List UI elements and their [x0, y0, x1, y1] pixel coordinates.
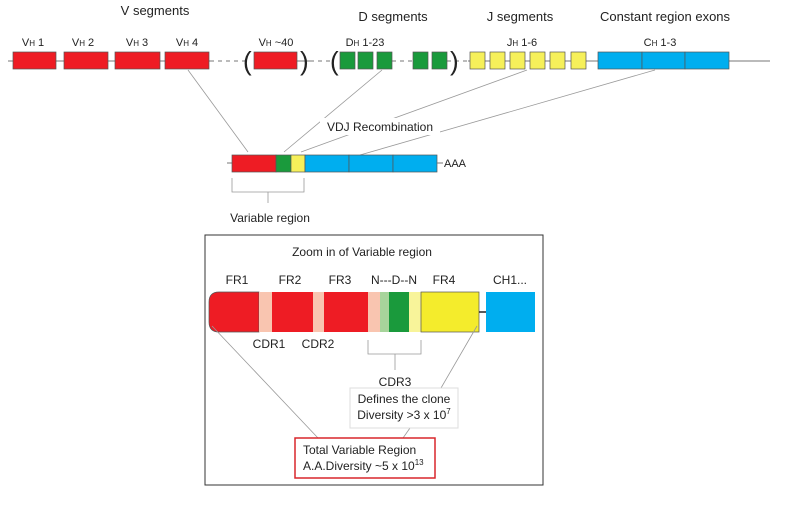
fr1-block	[208, 291, 260, 333]
fr4-block	[420, 291, 480, 333]
ch1-label: CH1...	[493, 273, 527, 287]
c-part	[304, 154, 350, 173]
recombination-label-box	[320, 118, 440, 135]
label-dh: DH 1-23	[346, 37, 385, 49]
zoom-connector-lines	[211, 325, 478, 439]
vh40-segment	[253, 51, 298, 70]
jh-segment	[529, 51, 546, 70]
c-part	[392, 154, 438, 173]
paren-open: (	[330, 46, 339, 76]
dh-segment	[339, 51, 356, 70]
clone-line2: Diversity >3 x 107	[357, 407, 451, 422]
variable-region-bracket	[231, 178, 305, 203]
d-block	[389, 292, 409, 332]
fr2-block	[272, 292, 313, 332]
jh-segment	[549, 51, 566, 70]
j-segments-heading: J segments	[487, 9, 554, 24]
vh1-segment	[12, 51, 57, 70]
vh4-segment	[164, 51, 210, 70]
vh2-segment	[63, 51, 109, 70]
fr3-label: FR3	[329, 273, 352, 287]
dh-segment	[376, 51, 393, 70]
label-ch: CH 1-3	[644, 37, 677, 49]
jh-segment	[570, 51, 587, 70]
fr4-label: FR4	[433, 273, 456, 287]
v-part	[231, 154, 277, 173]
dh-segment	[412, 51, 429, 70]
paren-close: )	[450, 46, 459, 76]
jh-segment	[509, 51, 526, 70]
fr1-label: FR1	[226, 273, 249, 287]
segment-labels: VH 1 VH 2 VH 3 VH 4 VH ~40 DH 1-23 JH 1-…	[22, 37, 677, 49]
region-labels: FR1 FR2 FR3 N---D--N FR4 CH1...	[226, 273, 527, 287]
label-jh: JH 1-6	[507, 37, 537, 49]
recombination-label: VDJ Recombination	[327, 120, 433, 134]
variable-region-bar	[208, 291, 535, 333]
recombined-gene: AAA	[227, 154, 467, 173]
n-yellow-block	[409, 292, 421, 332]
fr2-label: FR2	[279, 273, 302, 287]
total-line1: Total Variable Region	[303, 443, 416, 457]
cdr2-label: CDR2	[302, 337, 335, 351]
paren-close: )	[300, 46, 309, 76]
germline-dna: ( ) ( )	[8, 46, 770, 76]
clone-line1: Defines the clone	[358, 392, 451, 406]
dh-segment	[431, 51, 448, 70]
cdr3-label: CDR3	[379, 375, 412, 389]
label-vh40: VH ~40	[259, 37, 294, 49]
dh-segment	[357, 51, 374, 70]
jh-segment	[489, 51, 506, 70]
total-line2: A.A.Diversity ~5 x 1013	[303, 458, 424, 473]
recombination-lines	[187, 69, 656, 156]
ch-exon	[597, 51, 643, 70]
label-vh4: VH 4	[176, 37, 198, 49]
cdr1-block	[259, 292, 272, 332]
total-diversity-box	[294, 437, 436, 479]
cdr2-block	[313, 292, 324, 332]
label-vh3: VH 3	[126, 37, 148, 49]
d-segments-heading: D segments	[358, 9, 428, 24]
constant-region-heading: Constant region exons	[600, 9, 731, 24]
cdr3-bracket	[367, 340, 422, 370]
jh-segment	[469, 51, 486, 70]
n-green-block	[380, 292, 389, 332]
n-block	[368, 292, 380, 332]
j-part	[290, 154, 306, 173]
fr3-block	[324, 292, 368, 332]
zoom-title: Zoom in of Variable region	[292, 245, 432, 259]
label-vh2: VH 2	[72, 37, 94, 49]
vh3-segment	[114, 51, 161, 70]
c-part	[348, 154, 394, 173]
ch-exon	[684, 51, 730, 70]
paren-open: (	[243, 46, 252, 76]
clone-diversity-box	[349, 387, 459, 429]
d-part	[275, 154, 292, 173]
poly-a-tail: AAA	[444, 158, 467, 170]
label-vh1: VH 1	[22, 37, 44, 49]
v-segments-heading: V segments	[121, 3, 190, 18]
variable-region-label: Variable region	[230, 211, 310, 225]
ch-exon	[641, 51, 686, 70]
ch1-block	[486, 292, 535, 332]
cdr1-label: CDR1	[253, 337, 286, 351]
ndn-label: N---D--N	[371, 273, 417, 287]
